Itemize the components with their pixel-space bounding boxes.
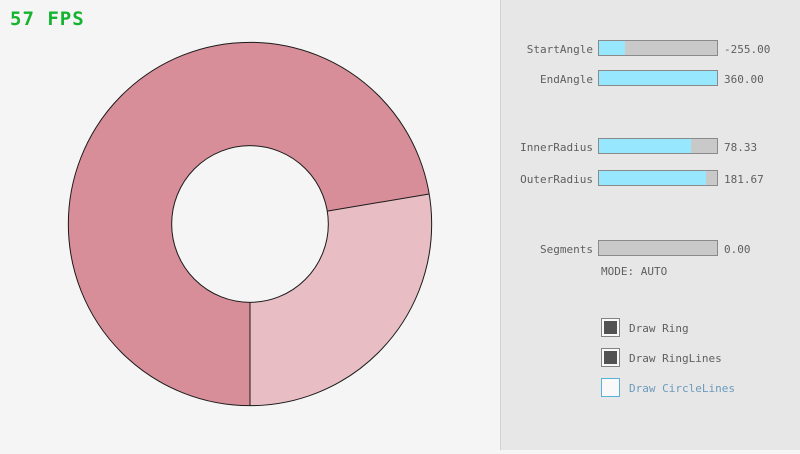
draw-circlelines-checkbox[interactable] xyxy=(601,378,620,397)
segments-slider[interactable] xyxy=(598,240,718,256)
ring-svg xyxy=(67,41,433,407)
checkbox-row-draw-ringlines: Draw RingLines xyxy=(601,348,791,368)
start-angle-slider-row: StartAngle -255.00 xyxy=(501,40,800,56)
end-angle-value: 360.00 xyxy=(724,73,764,86)
segments-value: 0.00 xyxy=(724,243,751,256)
segments-slider-row: Segments 0.00 xyxy=(501,240,800,256)
ring-visualization xyxy=(67,41,433,407)
end-angle-label: EndAngle xyxy=(540,73,593,86)
draw-ring-checkbox[interactable] xyxy=(601,318,620,337)
outer-radius-slider-row: OuterRadius 181.67 xyxy=(501,170,800,186)
inner-radius-slider[interactable] xyxy=(598,138,718,154)
inner-radius-slider-row: InnerRadius 78.33 xyxy=(501,138,800,154)
segments-mode-label: MODE: AUTO xyxy=(601,265,668,278)
start-angle-value: -255.00 xyxy=(724,43,771,56)
segments-label: Segments xyxy=(540,243,593,256)
controls-panel: StartAngle -255.00 EndAngle 360.00 Inner… xyxy=(500,0,800,450)
start-angle-slider[interactable] xyxy=(598,40,718,56)
end-angle-slider[interactable] xyxy=(598,70,718,86)
outer-radius-label: OuterRadius xyxy=(520,173,593,186)
outer-radius-value: 181.67 xyxy=(724,173,764,186)
start-angle-slider-fill xyxy=(599,41,625,55)
start-angle-label: StartAngle xyxy=(526,43,593,56)
inner-radius-value: 78.33 xyxy=(724,141,758,154)
outer-radius-slider-fill xyxy=(599,171,707,185)
draw-ring-checkbox-label: Draw Ring xyxy=(629,322,689,335)
end-angle-slider-row: EndAngle 360.00 xyxy=(501,70,800,86)
inner-radius-slider-fill xyxy=(599,139,692,153)
render-canvas: 57 FPS xyxy=(10,8,433,407)
draw-circlelines-checkbox-label: Draw CircleLines xyxy=(629,382,735,395)
checkbox-row-draw-ring: Draw Ring xyxy=(601,318,791,338)
end-angle-slider-fill xyxy=(599,71,717,85)
inner-radius-label: InnerRadius xyxy=(520,141,593,154)
draw-ringlines-checkbox-label: Draw RingLines xyxy=(629,352,722,365)
draw-ringlines-checkbox[interactable] xyxy=(601,348,620,367)
checkbox-row-draw-circlelines: Draw CircleLines xyxy=(601,378,791,398)
fps-counter: 57 FPS xyxy=(10,8,85,30)
outer-radius-slider[interactable] xyxy=(598,170,718,186)
